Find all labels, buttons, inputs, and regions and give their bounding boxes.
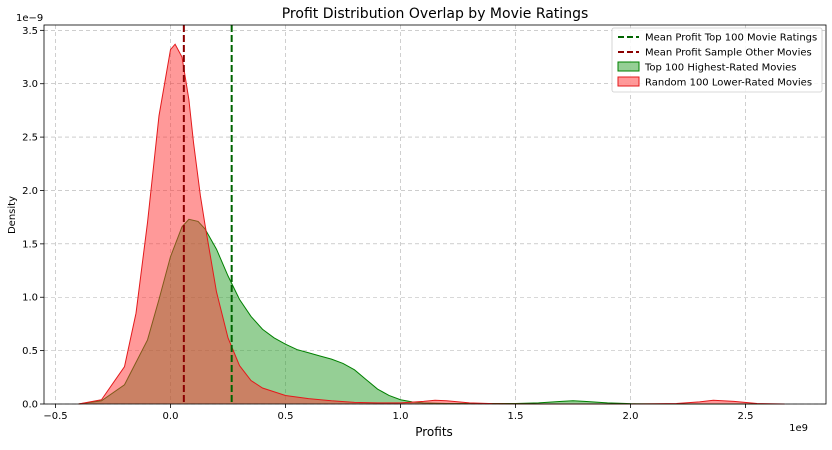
y-tick-label: 1.0 <box>22 293 38 304</box>
legend-patch-swatch <box>617 76 640 87</box>
legend-label: Mean Profit Sample Other Movies <box>645 48 812 59</box>
y-axis-label: Density <box>7 196 18 234</box>
legend-patch-swatch <box>617 61 640 72</box>
axis-ticks: −0.5 0.0 0.5 1.0 1.5 2.0 2.5 0.0 0.5 1.0 1.5 2.0 2.5… <box>22 26 753 422</box>
reference-lines <box>182 25 233 404</box>
y-tick-label: 3.5 <box>22 26 38 37</box>
chart-title: Profit Distribution Overlap by Movie Rat… <box>282 6 589 22</box>
y-tick-label: 3.0 <box>22 79 38 90</box>
x-tick-label: 0.5 <box>278 411 294 422</box>
legend-box <box>611 27 823 93</box>
x-tick-label: 1.0 <box>393 411 409 422</box>
x-tick-label: 2.5 <box>738 411 754 422</box>
legend-label: Random 100 Lower-Rated Movies <box>645 78 812 89</box>
y-tick-label: 2.5 <box>22 133 38 144</box>
density-fill-random100 <box>78 44 785 404</box>
y-offset-text: 1e−9 <box>16 13 43 24</box>
y-tick-label: 2.0 <box>22 186 38 197</box>
legend: Mean Profit Top 100 Movie Ratings Mean Pr… <box>611 27 823 93</box>
legend-label: Top 100 Highest-Rated Movies <box>644 63 796 74</box>
density-fill-top100 <box>78 219 785 404</box>
x-tick-label: 0.0 <box>163 411 179 422</box>
x-tick-label: 2.0 <box>623 411 639 422</box>
x-offset-text: 1e9 <box>789 423 808 434</box>
x-tick-label: 1.5 <box>508 411 524 422</box>
y-tick-label: 0.5 <box>22 346 38 357</box>
axes-frame <box>43 24 827 405</box>
x-tick-label: −0.5 <box>43 411 67 422</box>
y-tick-label: 1.5 <box>22 239 38 250</box>
x-axis-label: Profits <box>415 425 453 439</box>
y-tick-label: 0.0 <box>22 400 38 411</box>
legend-label: Mean Profit Top 100 Movie Ratings <box>645 33 817 44</box>
